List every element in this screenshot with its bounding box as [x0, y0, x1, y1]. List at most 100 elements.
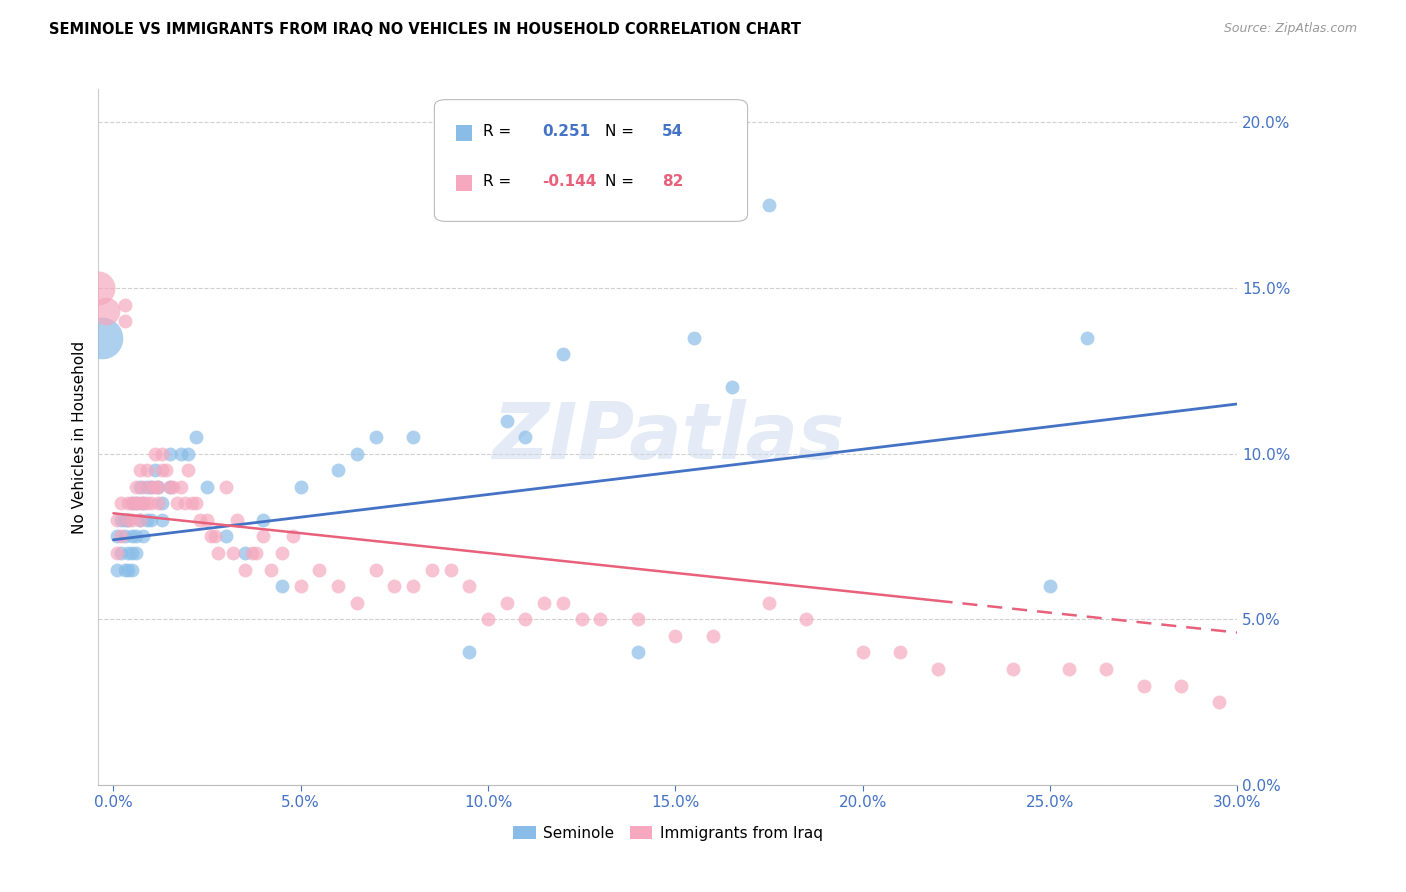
Point [346, 447, 368, 461]
Point [1170, 679, 1192, 693]
Point [148, 480, 170, 494]
Point [627, 612, 650, 626]
Point [758, 596, 780, 610]
Point [364, 563, 387, 577]
Point [1132, 679, 1154, 693]
Point [589, 612, 612, 626]
Point [240, 546, 263, 560]
Point [233, 563, 256, 577]
Point [139, 480, 162, 494]
Point [150, 463, 173, 477]
Point [271, 579, 294, 593]
Point [181, 496, 204, 510]
Point [128, 463, 150, 477]
Point [328, 463, 350, 477]
Point [402, 430, 425, 444]
Point [184, 430, 207, 444]
Point [143, 463, 166, 477]
Point [139, 480, 162, 494]
Point [215, 529, 238, 543]
Point [91, 331, 114, 345]
Point [1076, 331, 1098, 345]
Point [1057, 662, 1080, 676]
Y-axis label: No Vehicles in Household: No Vehicles in Household [72, 341, 87, 533]
Point [188, 513, 211, 527]
Point [177, 463, 200, 477]
Point [143, 447, 166, 461]
Point [87, 281, 110, 295]
Point [364, 430, 387, 444]
Point [927, 662, 949, 676]
Text: N =: N = [605, 124, 640, 139]
Point [852, 645, 875, 659]
Point [159, 480, 181, 494]
Point [796, 612, 818, 626]
Point [551, 596, 574, 610]
Text: Source: ZipAtlas.com: Source: ZipAtlas.com [1223, 22, 1357, 36]
Point [382, 579, 405, 593]
Point [128, 496, 150, 510]
Point [260, 563, 283, 577]
Point [683, 331, 706, 345]
Text: 82: 82 [662, 174, 683, 189]
Point [136, 480, 159, 494]
Point [1208, 695, 1230, 709]
Point [889, 645, 911, 659]
Point [121, 546, 143, 560]
Text: 54: 54 [662, 124, 683, 139]
Point [105, 546, 128, 560]
Point [533, 596, 555, 610]
Point [125, 496, 148, 510]
Point [226, 513, 249, 527]
Point [139, 496, 162, 510]
Point [439, 563, 461, 577]
Point [402, 579, 425, 593]
Point [458, 579, 481, 593]
Point [155, 463, 177, 477]
Text: N =: N = [605, 174, 640, 189]
Point [551, 347, 574, 361]
Point [195, 513, 218, 527]
Point [132, 529, 155, 543]
Point [136, 463, 159, 477]
Point [184, 496, 207, 510]
Text: R =: R = [484, 174, 516, 189]
Point [132, 480, 155, 494]
Point [110, 529, 132, 543]
Point [110, 496, 132, 510]
Point [170, 480, 193, 494]
Point [121, 513, 143, 527]
Point [495, 413, 517, 427]
Point [110, 546, 132, 560]
Point [105, 513, 128, 527]
Point [664, 629, 686, 643]
Point [195, 480, 218, 494]
Point [177, 447, 200, 461]
Point [117, 546, 139, 560]
Point [110, 513, 132, 527]
Point [720, 380, 742, 394]
Legend: Seminole, Immigrants from Iraq: Seminole, Immigrants from Iraq [506, 820, 830, 847]
Point [125, 496, 148, 510]
Text: 0.251: 0.251 [543, 124, 591, 139]
Point [136, 513, 159, 527]
Point [173, 496, 195, 510]
Point [148, 480, 170, 494]
Point [200, 529, 222, 543]
Point [121, 496, 143, 510]
FancyBboxPatch shape [434, 100, 748, 221]
Point [117, 513, 139, 527]
Point [515, 612, 537, 626]
Point [420, 563, 443, 577]
Text: -0.144: -0.144 [543, 174, 598, 189]
Point [114, 297, 136, 311]
Point [125, 480, 148, 494]
Point [1039, 579, 1062, 593]
Point [271, 546, 294, 560]
Point [128, 480, 150, 494]
Point [283, 529, 305, 543]
Text: SEMINOLE VS IMMIGRANTS FROM IRAQ NO VEHICLES IN HOUSEHOLD CORRELATION CHART: SEMINOLE VS IMMIGRANTS FROM IRAQ NO VEHI… [49, 22, 801, 37]
Text: ZIPatlas: ZIPatlas [492, 399, 844, 475]
Point [143, 480, 166, 494]
Point [162, 480, 184, 494]
